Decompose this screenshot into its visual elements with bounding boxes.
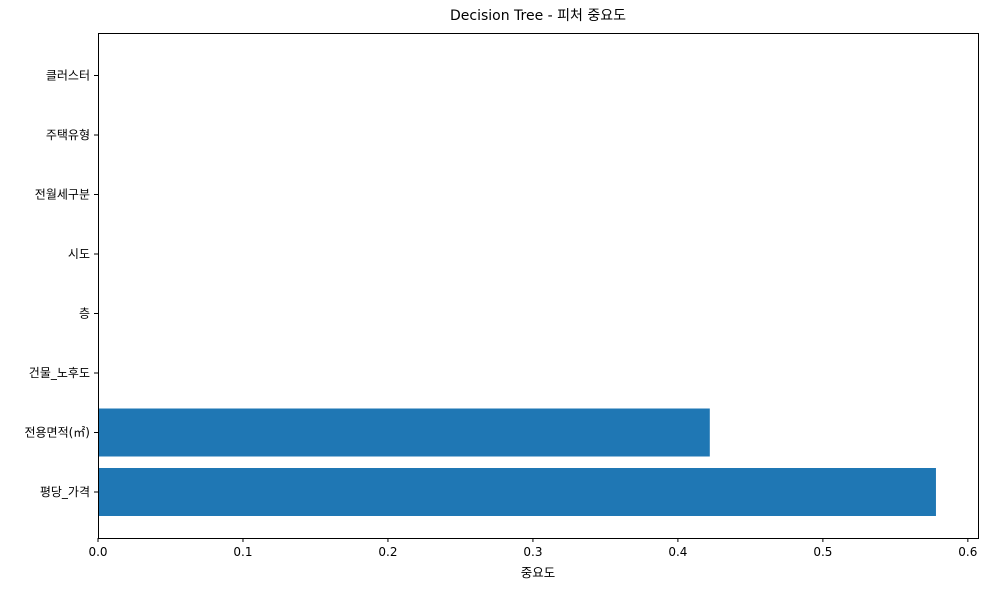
- x-axis-label: 중요도: [521, 565, 556, 580]
- x-tick-label: 0.4: [668, 545, 687, 559]
- y-tick-label: 주택유형: [46, 128, 90, 142]
- y-tick-label: 전월세구분: [35, 188, 90, 202]
- y-tick-label: 평당_가격: [40, 485, 90, 499]
- x-tick-label: 0.3: [523, 545, 542, 559]
- x-tick-label: 0.5: [813, 545, 832, 559]
- y-tick-label: 전용면적(㎡): [24, 426, 90, 440]
- plot-frame: [98, 33, 979, 539]
- x-tick-label: 0.2: [378, 545, 397, 559]
- y-axis-ticks: 평당_가격 전용면적(㎡) 건물_노후도 층 시도 전월세구분 주택유형 클러스터: [24, 69, 98, 499]
- x-tick-label: 0.0: [88, 545, 107, 559]
- y-tick-label: 층: [79, 307, 90, 321]
- x-axis-ticks: 0.0 0.1 0.2 0.3 0.4 0.5 0.6: [88, 538, 977, 559]
- x-tick-label: 0.1: [233, 545, 252, 559]
- y-tick-label: 클러스터: [46, 69, 90, 83]
- y-tick-label: 건물_노후도: [29, 366, 90, 380]
- chart-title: Decision Tree - 피처 중요도: [450, 8, 626, 24]
- bars-group: [98, 408, 936, 516]
- bar-0: [98, 468, 936, 516]
- bar-1: [98, 408, 710, 457]
- y-tick-label: 시도: [68, 247, 90, 261]
- x-tick-label: 0.6: [958, 545, 977, 559]
